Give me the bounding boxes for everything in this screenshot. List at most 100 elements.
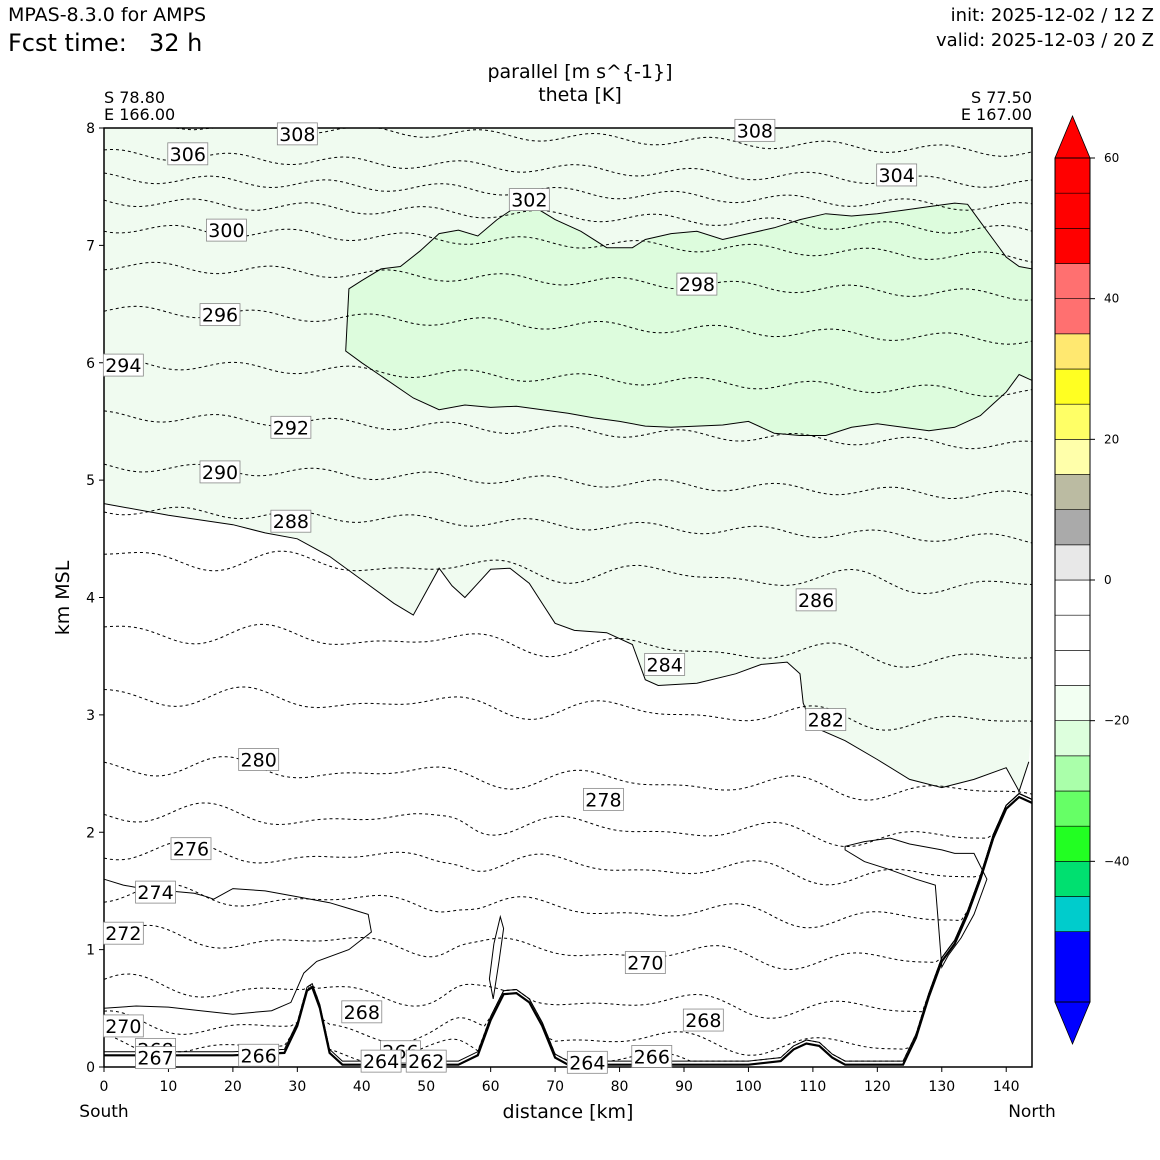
x-tick-label: 40: [353, 1079, 371, 1095]
theta-label-text: 296: [202, 305, 238, 327]
theta-label-302: 302: [508, 188, 550, 212]
colorbar-bin: [1054, 825, 1091, 862]
theta-label-box: [624, 951, 666, 974]
left-end-lat: S 78.80: [104, 88, 165, 107]
colorbar-bin: [1054, 544, 1091, 581]
theta-label-text: 306: [170, 144, 206, 166]
colorbar-bin: [1054, 720, 1091, 757]
left-end-lon: E 166.00: [104, 105, 175, 124]
theta-label-300: 300: [206, 218, 247, 242]
colorbar-tick-label: −20: [1104, 714, 1129, 728]
x-tick-label: 20: [224, 1079, 242, 1095]
colorbar-bin: [1054, 333, 1091, 370]
theta-label-box: [102, 353, 144, 377]
model-name: MPAS-8.3.0 for AMPS: [8, 4, 207, 26]
theta-label-box: [341, 1000, 383, 1024]
theta-label-text: 282: [808, 710, 844, 732]
theta-contour-292: [103, 410, 1033, 450]
theta-label-text: 280: [241, 749, 277, 771]
lower-wind-contour-west: [103, 878, 372, 1015]
theta-label-box: [360, 1049, 402, 1073]
theta-contour-298: [103, 261, 1033, 301]
theta-label-box: [405, 1049, 447, 1073]
theta-contour-266: [103, 792, 1033, 1062]
theta-label-298: 298: [676, 272, 718, 296]
theta-contour-306: [103, 148, 1033, 188]
theta-label-text: 264: [363, 1051, 399, 1073]
colorbar-bin: [1054, 298, 1091, 335]
colorbar-bin: [1054, 755, 1091, 792]
theta-label-text: 264: [569, 1052, 605, 1074]
theta-label-box: [566, 1050, 608, 1074]
x-tick-label: 130: [928, 1079, 955, 1095]
theta-label-box: [135, 880, 176, 904]
theta-contour-300: [103, 224, 1033, 263]
theta-contour-274: [103, 792, 1033, 929]
colorbar-bin: [1054, 439, 1091, 475]
theta-label-box: [583, 787, 624, 811]
colorbar-bin: [1054, 474, 1091, 510]
colorbar-bin: [1054, 228, 1091, 264]
theta-label-text: 272: [105, 923, 141, 945]
theta-label-text: 270: [105, 1016, 141, 1038]
theta-label-280: 280: [238, 748, 280, 771]
colorbar-bin: [1054, 861, 1091, 897]
theta-label-box: [644, 653, 686, 676]
x-tick-label: 60: [482, 1079, 500, 1095]
y-tick-label: 6: [86, 356, 95, 372]
x-tick-label: 30: [288, 1079, 306, 1095]
colorbar-bin: [1054, 368, 1091, 405]
theta-label-284: 284: [644, 653, 686, 676]
lower-wind-contour-mid: [488, 914, 505, 999]
x-tick-label: 140: [993, 1079, 1020, 1095]
theta-contour-282: [103, 686, 1033, 731]
fcst-time-value: 32 h: [149, 29, 203, 57]
theta-label-267: 267: [135, 1046, 176, 1070]
theta-label-264: 264: [360, 1049, 402, 1073]
theta-label-286: 286: [795, 588, 837, 612]
theta-label-262: 262: [405, 1049, 447, 1073]
theta-label-box: [102, 921, 144, 945]
theta-label-box: [876, 163, 918, 187]
theta-contour-296: [103, 305, 1033, 345]
theta-label-box: [805, 708, 847, 731]
theta-label-text: 267: [137, 1048, 173, 1070]
theta-label-text: 292: [273, 417, 309, 439]
y-axis-label: km MSL: [52, 560, 74, 635]
theta-label-box: [167, 142, 209, 166]
y-tick-label: 4: [86, 591, 95, 607]
theta-contour-290: [103, 463, 1033, 500]
theta-label-288: 288: [270, 509, 312, 533]
colorbar-bin: [1054, 509, 1091, 546]
x-tick-label: 70: [546, 1079, 564, 1095]
theta-label-292: 292: [270, 415, 312, 439]
lower-wind-contour-east: [844, 837, 988, 969]
wind-regions: [103, 128, 1033, 1015]
theta-label-text: 266: [241, 1045, 277, 1067]
theta-contour-304: [103, 172, 1033, 211]
theta-label-276: 276: [170, 837, 212, 861]
theta-label-box: [276, 122, 318, 146]
theta-contour-302: [103, 198, 1033, 234]
y-tick-label: 1: [86, 943, 95, 959]
theta-label-box: [270, 509, 312, 533]
x-tick-label: 110: [800, 1079, 827, 1095]
theta-contour-278: [103, 792, 1033, 848]
colorbar-bin: [1054, 685, 1091, 721]
theta-label-box: [676, 272, 718, 296]
theta-label-box: [795, 588, 837, 612]
chart-text: parallel [m s^{-1}]theta [K] S 78.80E 166…: [52, 61, 1056, 1123]
x-tick-label: 120: [864, 1079, 891, 1095]
y-tick-label: 8: [86, 121, 95, 137]
y-tick-label: 5: [86, 473, 95, 489]
theta-label-box: [170, 837, 212, 861]
theta-label-296: 296: [199, 303, 241, 327]
right-direction-label: North: [1008, 1102, 1056, 1122]
theta-label-290: 290: [199, 460, 241, 484]
theta-label-box: [199, 460, 241, 484]
theta-label-text: 278: [585, 789, 621, 811]
colorbar-bottom-arrow: [1054, 1001, 1091, 1046]
colorbar-bin: [1054, 403, 1091, 440]
theta-label-text: 290: [202, 462, 238, 484]
